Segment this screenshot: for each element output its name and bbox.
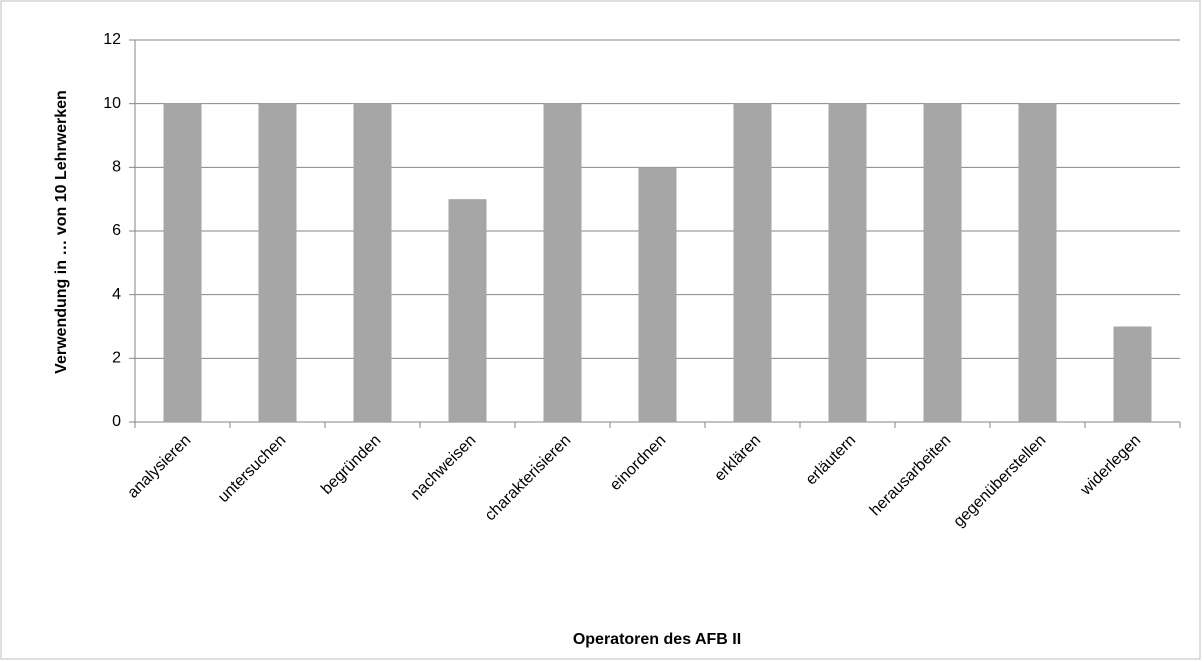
bar [163, 103, 202, 423]
bar [828, 103, 867, 423]
y-tick-label: 12 [103, 31, 121, 48]
bar [1113, 326, 1152, 422]
y-tick-label: 6 [112, 222, 121, 239]
y-axis-title: Verwendung in … von 10 Lehrwerken [53, 90, 70, 374]
y-tick-label: 4 [112, 286, 121, 303]
bar [543, 103, 582, 423]
bar [353, 103, 392, 423]
bar [258, 103, 297, 423]
bar [448, 199, 487, 422]
y-tick-label: 10 [103, 95, 121, 112]
x-axis-title: Operatoren des AFB II [573, 631, 741, 648]
bar [638, 167, 677, 422]
bar [1018, 103, 1057, 423]
y-tick-label: 2 [112, 350, 121, 367]
bar [923, 103, 962, 423]
y-tick-label: 0 [112, 413, 121, 430]
bar [733, 103, 772, 423]
y-tick-label: 8 [112, 159, 121, 176]
